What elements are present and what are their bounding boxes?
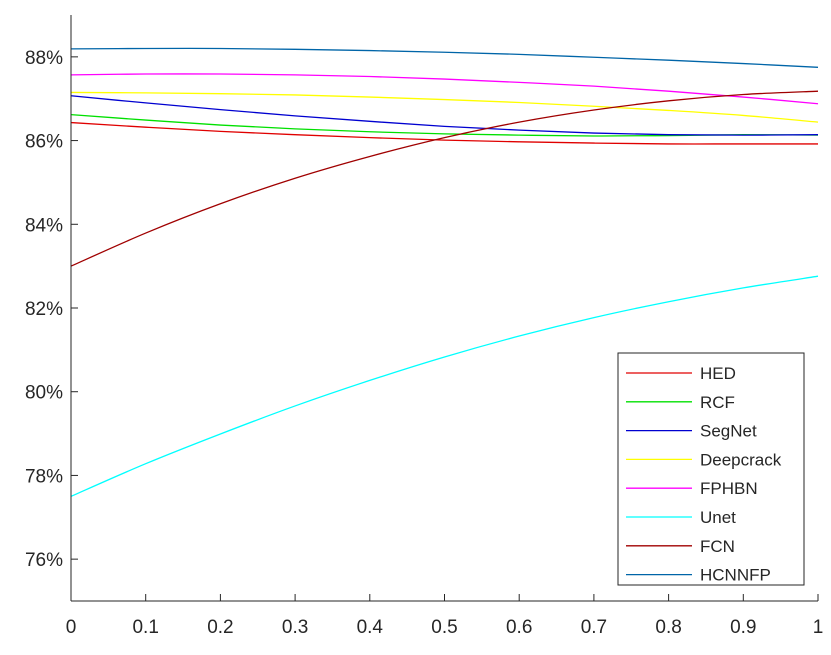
y-tick-label: 88% <box>25 48 63 69</box>
y-tick-label: 78% <box>25 466 63 487</box>
x-tick-label: 0.2 <box>207 617 233 638</box>
legend-label-deepcrack: Deepcrack <box>700 450 782 469</box>
x-tick-label: 0 <box>66 617 77 638</box>
axes: 0 0.1 0.2 0.3 0.4 0.5 0.6 0.7 0.8 0.9 1 76% 78% 80% 82… <box>25 15 823 638</box>
series-line-deepcrack <box>70 91 819 123</box>
y-tick-label: 82% <box>25 299 63 320</box>
x-tick-label: 0.4 <box>357 617 384 638</box>
x-tick-label: 0.8 <box>655 617 681 638</box>
legend-label-unet: Unet <box>700 508 736 527</box>
x-tick-label: 1 <box>813 617 824 638</box>
legend-label-hcnnfp: HCNNFP <box>700 566 771 585</box>
legend-label-hed: HED <box>700 364 736 383</box>
legend-label-fcn: FCN <box>700 537 735 556</box>
series-lines <box>70 47 819 497</box>
x-tick-label: 0.7 <box>581 617 607 638</box>
y-tick-label: 84% <box>25 215 63 236</box>
legend-label-segnet: SegNet <box>700 422 757 441</box>
y-tick-label: 76% <box>25 550 63 571</box>
x-tick-label: 0.5 <box>431 617 457 638</box>
x-tick-label: 0.3 <box>282 617 308 638</box>
series-line-fcn <box>70 90 819 267</box>
series-line-unet <box>70 275 819 497</box>
x-tick-label: 0.6 <box>506 617 532 638</box>
y-tick-label: 80% <box>25 383 63 404</box>
series-line-fphbn <box>70 73 819 105</box>
y-tick-label: 86% <box>25 132 63 153</box>
series-line-hed <box>70 121 818 145</box>
x-tick-label: 0.9 <box>730 617 756 638</box>
legend-label-rcf: RCF <box>700 393 735 412</box>
legend-label-fphbn: FPHBN <box>700 479 758 498</box>
legend: HED RCF SegNet Deepcrack FPHBN Unet FCN HCNNFP <box>617 352 805 586</box>
series-line-hcnnfp <box>70 47 819 68</box>
series-line-segnet <box>70 95 819 136</box>
x-tick-label: 0.1 <box>132 617 158 638</box>
